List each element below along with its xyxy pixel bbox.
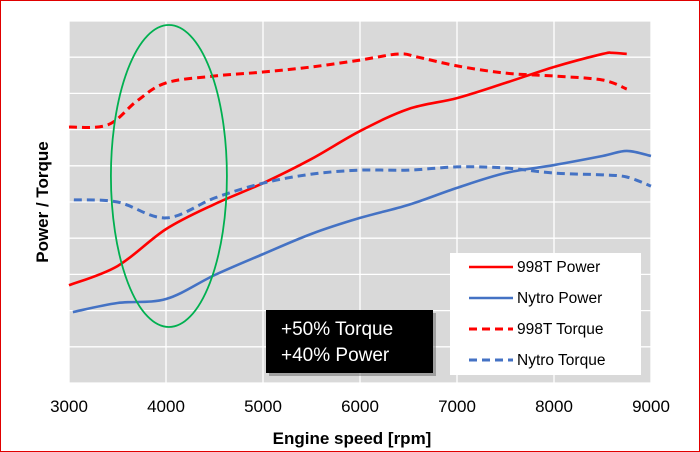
- series-line-nytro-torque: [73, 165, 652, 220]
- legend-label: Nytro Torque: [517, 352, 605, 369]
- x-tick-label: 4000: [147, 397, 185, 416]
- series-line-998t-power: [68, 51, 627, 287]
- legend-label: Nytro Power: [517, 290, 602, 307]
- y-axis-label: Power / Torque: [33, 141, 52, 263]
- annotation-box: +50% Torque +40% Power: [266, 310, 436, 376]
- x-tick-label: 6000: [341, 397, 379, 416]
- highlight-ellipse: [110, 24, 228, 328]
- series-line-nytro-power: [72, 149, 652, 314]
- x-tick-label: 9000: [632, 397, 670, 416]
- annotation-line-1: +50% Torque: [281, 319, 393, 340]
- legend-label: 998T Power: [517, 259, 600, 276]
- x-tick-label: 3000: [50, 397, 88, 416]
- x-tick-labels: 3000 4000 5000 6000 7000 8000 9000: [50, 397, 670, 416]
- annotation-line-2: +40% Power: [281, 345, 390, 366]
- x-tick-label: 7000: [438, 397, 476, 416]
- x-tick-label: 5000: [244, 397, 282, 416]
- series-lines: [68, 51, 652, 314]
- x-axis-label: Engine speed [rpm]: [273, 429, 432, 448]
- legend-label: 998T Torque: [517, 321, 603, 338]
- series-line-998t-torque: [68, 52, 628, 129]
- x-tick-label: 8000: [535, 397, 573, 416]
- legend: 998T Power Nytro Power 998T Torque Nytro To…: [450, 253, 641, 375]
